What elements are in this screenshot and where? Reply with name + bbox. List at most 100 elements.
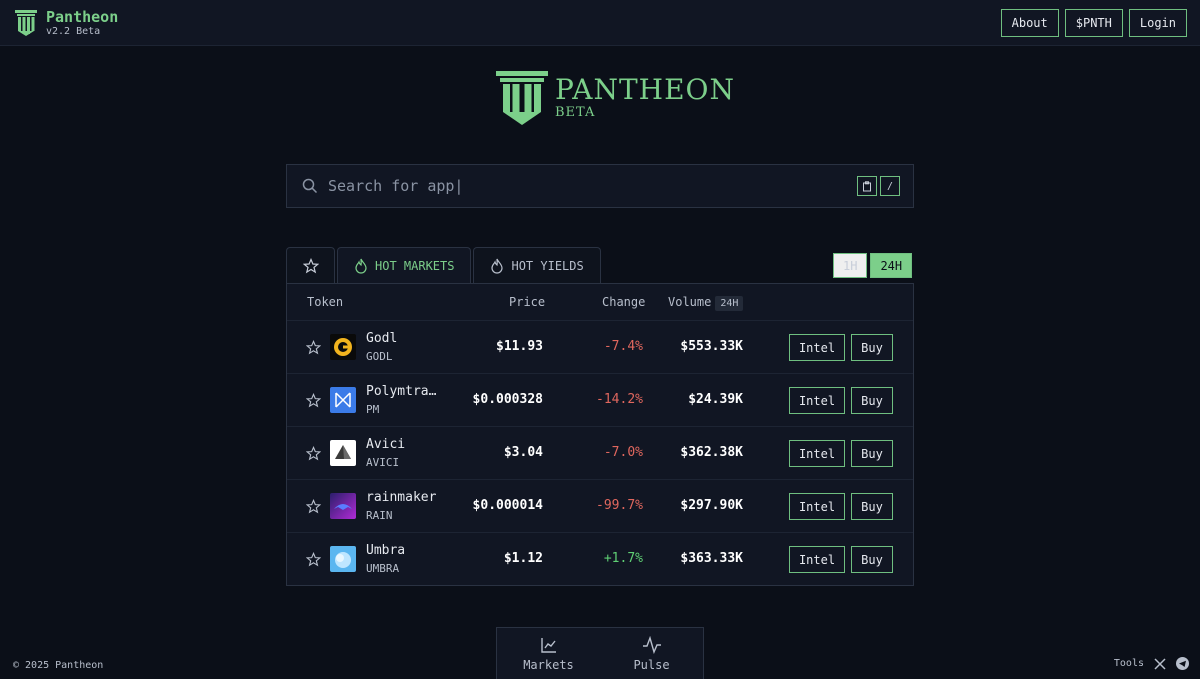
token-change: -14.2% [596,392,643,407]
token-name: rainmaker [366,490,437,505]
token-symbol: UMBRA [366,562,400,575]
tab-hot-yields[interactable]: HOT YIELDS [473,247,601,284]
about-button[interactable]: About [1000,9,1059,37]
intel-button[interactable]: Intel [789,387,845,414]
hero-title: PANTHEON [555,73,735,106]
token-symbol: PM [366,403,380,416]
token-name: Godl [366,331,398,346]
buy-button[interactable]: Buy [851,387,893,414]
table-row: rainmaker RAIN $0.000014 -99.7% $297.90K… [287,480,913,533]
dock-markets[interactable]: Markets [497,628,600,679]
pulse-icon [642,636,661,654]
token-price: $1.12 [503,551,543,566]
brand-version: v2.2 Beta [46,26,101,37]
token-name: Avici [366,437,406,452]
telegram-icon[interactable] [1176,657,1189,670]
markets-table: Token Price Change Volume 24H Godl GODL $… [286,283,914,586]
umbra-token-icon [330,546,356,572]
time-range-toggle: 1H 24H [833,253,913,278]
range-24h-button[interactable]: 24H [870,253,913,278]
token-name: Umbra [366,543,406,558]
shortcut-key: / [880,176,900,196]
flame-icon [491,258,504,274]
dock-pulse[interactable]: Pulse [600,628,703,679]
top-bar: Pantheon v2.2 Beta About $PNTH Login [0,0,1200,46]
token-price: $0.000014 [472,498,543,513]
range-1h-button[interactable]: 1H [833,253,868,278]
table-header: Token Price Change Volume 24H [287,284,913,321]
table-row: Umbra UMBRA $1.12 +1.7% $363.33K Intel B… [287,533,913,586]
brand[interactable]: Pantheon v2.2 Beta [14,8,118,38]
market-tabs: HOT MARKETS HOT YIELDS [286,247,603,284]
x-icon[interactable] [1154,657,1166,670]
table-row: Godl GODL $11.93 -7.4% $553.33K Intel Bu… [287,321,913,374]
godl-token-icon [330,334,356,360]
search-icon [302,178,318,194]
token-volume: $297.90K [680,498,743,513]
header-change: Change [602,295,646,309]
token-name: Polymtrade [366,384,440,399]
buy-button[interactable]: Buy [851,334,893,361]
intel-button[interactable]: Intel [789,546,845,573]
token-price: $11.93 [496,339,543,354]
clipboard-icon[interactable] [857,176,877,196]
volume-period-badge: 24H [715,296,744,311]
token-symbol: AVICI [366,456,400,469]
token-price: $3.04 [503,445,543,460]
buy-button[interactable]: Buy [851,440,893,467]
dock-markets-label: Markets [523,658,574,672]
token-change: -99.7% [596,498,643,513]
star-icon[interactable] [306,446,321,461]
token-volume: $363.33K [680,551,743,566]
token-change: +1.7% [603,551,643,566]
rainmaker-token-icon [330,493,356,519]
token-volume: $553.33K [680,339,743,354]
token-volume: $24.39K [688,392,743,407]
avici-token-icon [330,440,356,466]
bottom-dock: Markets Pulse [496,627,704,679]
buy-button[interactable]: Buy [851,493,893,520]
pantheon-temple-icon [496,71,548,125]
footer-links: Tools [1114,657,1189,670]
table-row: Polymtrade PM $0.000328 -14.2% $24.39K I… [287,374,913,427]
token-symbol: GODL [366,350,393,363]
header-price: Price [509,295,546,309]
star-icon[interactable] [306,499,321,514]
chart-line-icon [540,638,556,653]
copyright: © 2025 Pantheon [13,660,104,671]
token-price: $0.000328 [472,392,543,407]
hero-logo: PANTHEON BETA [495,70,735,126]
pantheon-logo-icon [15,10,37,36]
tab-hot-markets[interactable]: HOT MARKETS [337,247,472,284]
star-icon[interactable] [306,552,321,567]
star-icon[interactable] [306,393,321,408]
token-volume: $362.38K [680,445,743,460]
star-icon [302,258,319,274]
search-bar[interactable]: / [286,164,914,208]
intel-button[interactable]: Intel [789,440,845,467]
hero-subtitle: BETA [555,105,596,120]
tools-link[interactable]: Tools [1113,658,1144,669]
polymtrade-token-icon [330,387,356,413]
flame-icon [355,258,367,274]
brand-name: Pantheon [46,8,119,26]
tab-favorites[interactable] [286,247,335,284]
search-input[interactable] [328,177,854,195]
token-change: -7.4% [603,339,643,354]
star-icon[interactable] [306,340,321,355]
token-symbol: RAIN [366,509,393,522]
intel-button[interactable]: Intel [789,493,845,520]
header-token: Token [307,295,344,309]
tab-hot-yields-label: HOT YIELDS [511,259,584,273]
tab-hot-markets-label: HOT MARKETS [375,259,455,273]
dock-pulse-label: Pulse [633,658,670,672]
buy-button[interactable]: Buy [851,546,893,573]
header-volume-label: Volume [668,295,712,309]
header-volume: Volume 24H [668,295,744,311]
token-change: -7.0% [603,445,643,460]
top-nav: About $PNTH Login [1000,9,1187,37]
table-row: Avici AVICI $3.04 -7.0% $362.38K Intel B… [287,427,913,480]
token-button[interactable]: $PNTH [1064,9,1123,37]
intel-button[interactable]: Intel [789,334,845,361]
login-button[interactable]: Login [1128,9,1187,37]
